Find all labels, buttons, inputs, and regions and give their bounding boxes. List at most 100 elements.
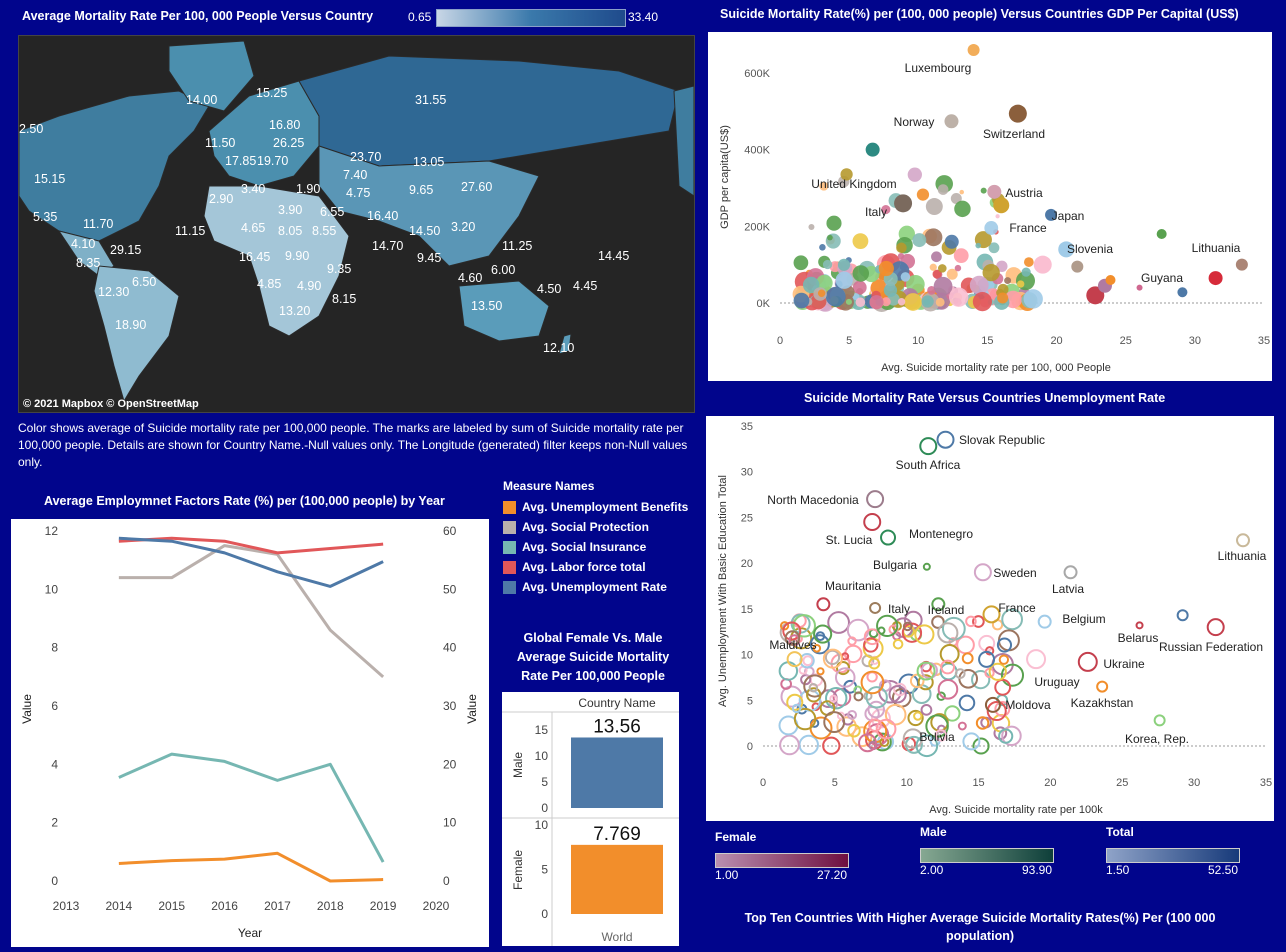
- unemployment-point: [811, 702, 821, 712]
- unemployment-scatter-panel[interactable]: 0 5 10 15 20 25 30 35 0 5 10 15 20 25 30 35 Avg. Suicide…: [706, 416, 1274, 821]
- unemployment-point: [920, 703, 933, 716]
- unemployment-point: [982, 605, 1001, 624]
- x-tick-label: 2013: [53, 899, 80, 913]
- legend-item[interactable]: Avg. Social Protection: [503, 517, 703, 537]
- y-tick-label: 0: [51, 874, 58, 888]
- unemployment-point: [961, 652, 974, 665]
- x-tick-label: 35: [1258, 335, 1270, 347]
- legend-item[interactable]: Avg. Social Insurance: [503, 537, 703, 557]
- legend-item[interactable]: Avg. Unemployment Rate: [503, 577, 703, 597]
- gdp-point: [1004, 277, 1012, 285]
- bar-title-line2: Average Suicide Mortality: [516, 650, 670, 664]
- unemployment-point: [892, 638, 904, 650]
- bar-y-tick: 0: [541, 801, 548, 815]
- gdp-point: [894, 194, 913, 213]
- unemployment-point: [816, 667, 825, 676]
- gdp-point: [923, 298, 931, 306]
- legend-item[interactable]: Avg. Labor force total: [503, 557, 703, 577]
- unemployment-point: [998, 728, 1014, 744]
- gender-bar-panel[interactable]: Country Name 15 10 5 0 10 5 0 Male Female 13.56 7.7…: [502, 692, 679, 946]
- x-tick-label: 10: [901, 777, 913, 789]
- map-value-label: 8.15: [332, 292, 357, 306]
- unemployment-point: [863, 628, 881, 646]
- bar-y-tick: 15: [535, 723, 549, 737]
- gdp-point: [1071, 260, 1084, 273]
- unemployment-point: [998, 654, 1010, 665]
- unemployment-point: [865, 686, 888, 709]
- x-tick-label: 15: [981, 335, 993, 347]
- point-label: Bolivia: [919, 730, 955, 744]
- point-label: Kazakhstan: [1071, 696, 1134, 710]
- gdp-point: [982, 263, 1000, 282]
- y2-tick-label: 20: [443, 757, 457, 771]
- unemployment-point: [922, 562, 931, 571]
- gdp-scatter-chart: 0K 200K 400K 600K 0 5 10 15 20 25 30 35 Avg. Suicide…: [719, 44, 1270, 374]
- unemployment-point: [937, 622, 959, 644]
- map-value-label: 3.90: [278, 203, 303, 217]
- gdp-point: [907, 167, 922, 182]
- y-tick-label: 25: [741, 512, 753, 524]
- world-map[interactable]: © 2021 Mapbox © OpenStreetMap 2.50 14.00 1…: [18, 35, 695, 413]
- legend-item[interactable]: Avg. Unemployment Benefits: [503, 497, 703, 517]
- gdp-point: [925, 198, 943, 216]
- map-value-label: 4.60: [458, 271, 483, 285]
- employment-line-chart: 0 2 4 6 8 10 12 0 10 20 30 40 50 60 2013 2014 2015 2016 20…: [20, 524, 479, 940]
- y-tick-label: 30: [741, 467, 753, 479]
- unemployment-point: [941, 616, 966, 641]
- gdp-point: [826, 215, 842, 231]
- unemployment-point: [971, 669, 991, 690]
- gdp-point: [1136, 284, 1143, 291]
- gdp-point: [995, 214, 1000, 219]
- legend-title: Male: [920, 825, 947, 839]
- unemployment-point: [939, 644, 960, 664]
- y-tick-label: 10: [741, 650, 753, 662]
- x-tick-label: 35: [1260, 777, 1272, 789]
- gdp-point: [837, 258, 851, 271]
- gdp-point: [912, 233, 927, 248]
- legend-max: 52.50: [1207, 863, 1238, 877]
- map-value-label: 13.20: [279, 304, 311, 318]
- unemployment-point: [786, 651, 803, 668]
- x-tick-label: 25: [1116, 777, 1128, 789]
- unemployment-point: [958, 694, 976, 712]
- gdp-point: [852, 233, 869, 250]
- unemployment-point: [914, 624, 935, 645]
- map-value-label: 2.90: [209, 192, 234, 206]
- gdp-point: [924, 228, 943, 247]
- map-value-label: 8.35: [76, 256, 101, 270]
- gdp-point: [967, 44, 980, 56]
- unemployment-point: [847, 724, 861, 738]
- y-tick-label: 20: [741, 558, 753, 570]
- legend-swatch: [503, 520, 516, 534]
- map-value-label: 11.15: [175, 224, 206, 238]
- unemployment-point: [782, 621, 802, 641]
- gdp-point: [1208, 271, 1223, 286]
- gdp-point: [840, 168, 853, 181]
- unemployment-point: [786, 693, 804, 711]
- unemployment-point: [902, 728, 924, 749]
- map-value-label: 14.00: [186, 93, 218, 107]
- gdp-point: [881, 297, 891, 307]
- unemployment-point: [958, 668, 979, 689]
- unemployment-point: [986, 700, 1007, 722]
- unemployment-point: [802, 655, 814, 667]
- measure-legend-title: Measure Names: [503, 479, 595, 493]
- bar-value-label: 7.769: [593, 824, 641, 845]
- bar-y-tick: 10: [535, 818, 549, 832]
- line-chart-panel[interactable]: 0 2 4 6 8 10 12 0 10 20 30 40 50 60 2013 2014 2015 2016 20…: [11, 519, 489, 947]
- map-value-label: 11.50: [205, 136, 236, 150]
- bar-y-tick: 10: [535, 749, 549, 763]
- map-value-label: 9.45: [417, 251, 442, 265]
- unemployment-point: [925, 714, 949, 738]
- legend-min: 2.00: [920, 863, 944, 877]
- unemployment-point: [847, 709, 858, 720]
- map-value-label: 16.80: [269, 118, 301, 132]
- gdp-point: [944, 234, 959, 249]
- point-label: Japan: [1052, 209, 1085, 223]
- gdp-scatter-panel[interactable]: 0K 200K 400K 600K 0 5 10 15 20 25 30 35 Avg. Suicide…: [708, 32, 1272, 381]
- point-label: Italy: [888, 602, 910, 616]
- gdp-point: [954, 200, 971, 218]
- gdp-point: [878, 260, 894, 277]
- map-value-label: 4.75: [346, 186, 371, 200]
- bar-footer: World: [601, 930, 632, 944]
